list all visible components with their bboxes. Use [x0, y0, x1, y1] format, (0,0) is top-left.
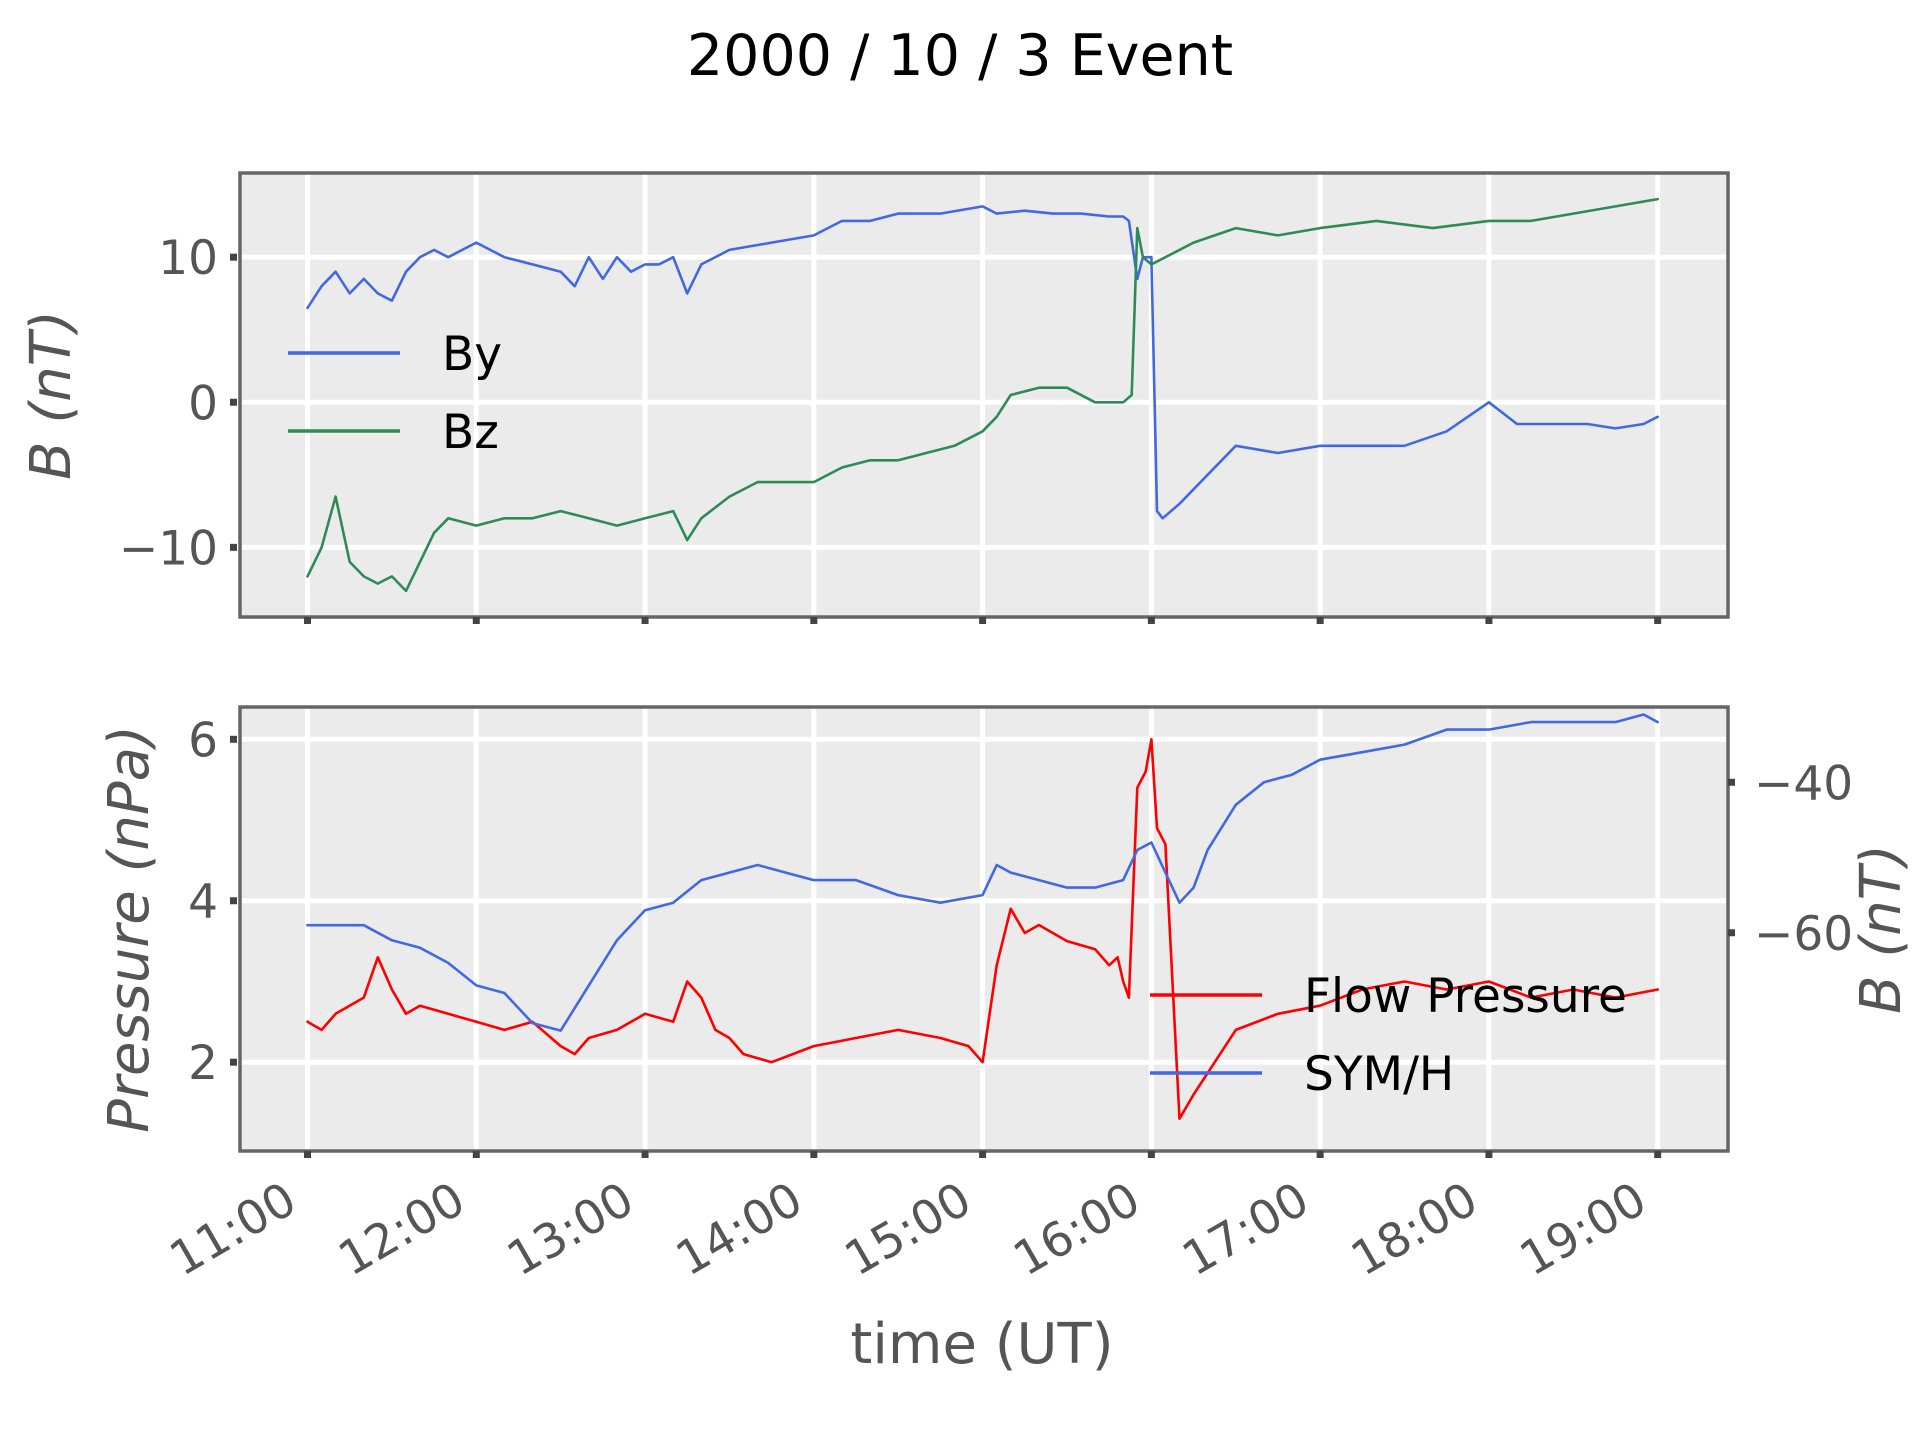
bottom-series-lines [306, 713, 1659, 1120]
top-series-lines [306, 197, 1659, 593]
bottom-gridlines [240, 707, 1728, 1151]
series-line-sym-h [306, 713, 1659, 1032]
x-tick-label: 19:00 [1511, 1172, 1656, 1287]
top-gridlines [240, 173, 1728, 617]
right-y-axis-label: B (nT) [1849, 844, 1914, 1014]
x-axis-label: time (UT) [850, 1312, 1113, 1377]
y-tick-label: 4 [188, 875, 218, 930]
x-tick-label: 12:00 [329, 1172, 474, 1287]
x-tick-label: 13:00 [498, 1172, 643, 1287]
top-legend: By Bz [288, 327, 502, 460]
series-line-by [306, 205, 1659, 520]
x-tick-label: 17:00 [1173, 1172, 1318, 1287]
x-tick-label: 16:00 [1005, 1172, 1150, 1287]
legend-label-sym-h: SYM/H [1304, 1047, 1454, 1102]
legend-label-by: By [442, 327, 502, 382]
legend-label-bz: Bz [442, 405, 499, 460]
legend-label-flow-pressure: Flow Pressure [1304, 969, 1627, 1024]
top-y-axis-label: B (nT) [19, 310, 84, 480]
x-tick-label: 14:00 [667, 1172, 812, 1287]
y-tick-label: 10 [158, 231, 218, 286]
x-tick-label: 11:00 [161, 1172, 306, 1287]
right-y-tick-label: −40 [1754, 756, 1853, 811]
bottom-y-axis-label: Pressure (nPa) [97, 725, 162, 1133]
right-y-tick-label: −60 [1754, 907, 1853, 962]
y-tick-label: 2 [188, 1036, 218, 1091]
x-tick-label: 15:00 [836, 1172, 981, 1287]
bottom-legend: Flow Pressure SYM/H [1150, 969, 1627, 1102]
panel-magnetic-field: −10 0 10 B (nT) By Bz [19, 171, 1730, 627]
y-tick-label: 6 [188, 713, 218, 768]
top-axis-ticks: −10 0 10 [119, 231, 1662, 627]
series-line-flow-pressure [306, 737, 1659, 1120]
y-tick-label: −10 [119, 521, 218, 576]
y-tick-label: 0 [188, 376, 218, 431]
panel-pressure: 11:00 12:00 13:00 14:00 15:00 16:00 17:00 18:00… [97, 705, 1914, 1377]
figure-title: 2000 / 10 / 3 Event [687, 23, 1233, 89]
x-tick-label: 18:00 [1342, 1172, 1487, 1287]
series-line-bz [306, 197, 1659, 593]
